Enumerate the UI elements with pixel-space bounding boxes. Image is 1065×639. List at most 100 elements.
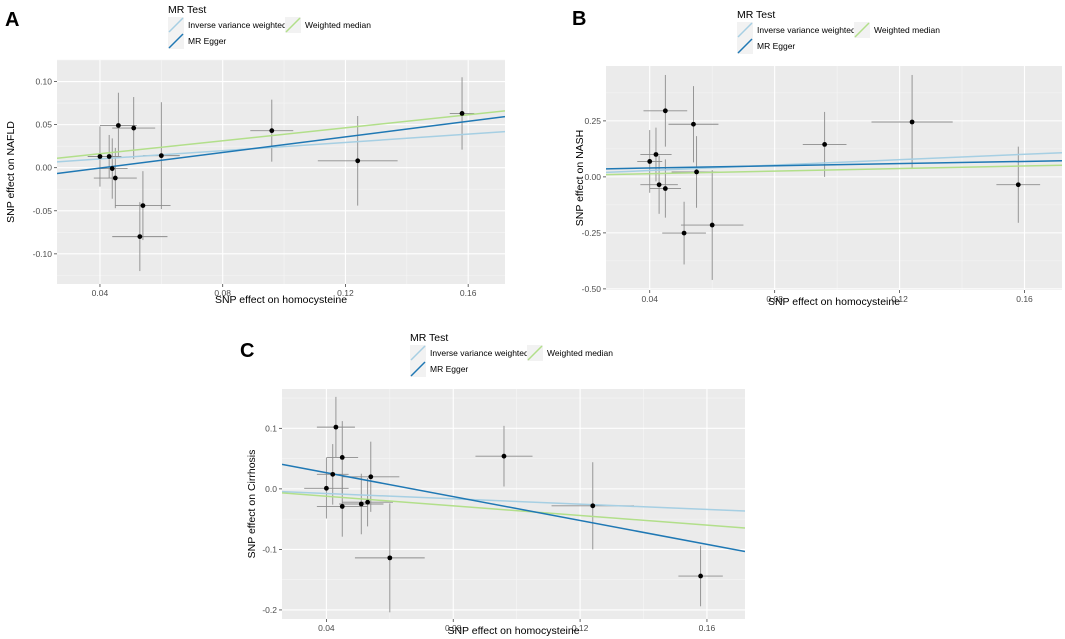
panel-b-y-tick-label: -0.50	[582, 284, 602, 294]
panel-c-point	[330, 471, 336, 477]
panel-a-x-axis-label: SNP effect on homocysteine	[215, 294, 347, 306]
panel-b-point	[653, 152, 659, 157]
panel-b-legend-label-mr-egger: MR Egger	[757, 41, 795, 51]
panel-a-line-inverse-variance-weighted	[57, 130, 505, 163]
panel-c-point	[501, 453, 507, 459]
panel-b-x-tick-label: 0.04	[641, 294, 658, 304]
panel-b-y-tick-label: 0.00	[584, 172, 601, 182]
panel-a-y-tick-label: 0.00	[35, 163, 52, 173]
panel-a-y-axis-label: SNP effect on NAFLD	[5, 121, 17, 223]
panel-c-legend-swatch-mr-egger	[410, 361, 426, 377]
panel-b-point	[691, 121, 696, 127]
panel-c-point	[368, 474, 374, 480]
panel-a-x-tick-label: 0.16	[460, 288, 477, 298]
panel-b-x-axis-label: SNP effect on homocysteine	[768, 296, 900, 308]
panel-b-point	[694, 169, 699, 175]
panel-c-line-inverse-variance-weighted	[282, 490, 745, 512]
panel-a-point	[115, 123, 121, 128]
panel-b-legend-swatch-mr-egger	[737, 38, 753, 54]
panel-c-point	[365, 499, 371, 505]
panel-c-x-tick-label: 0.12	[572, 623, 589, 633]
panel-c-legend-label-mr-egger: MR Egger	[430, 364, 468, 374]
panel-a-point	[158, 153, 164, 159]
panel-c-point	[333, 424, 339, 430]
panel-c-legend-swatch-weighted-median	[527, 345, 543, 361]
panel-b-point	[662, 108, 668, 114]
panel-a-point	[140, 203, 146, 209]
panel-c: 0.04 0.08 0.12 0.16 -0.2 -0.1 0.0 0.1 SNP effect…	[240, 332, 745, 637]
panel-c-point	[339, 504, 345, 509]
panel-c-letter: C	[240, 340, 254, 362]
panel-a-legend-label-mr-egger: MR Egger	[188, 36, 226, 46]
panel-c-x-tick-label: 0.04	[318, 623, 335, 633]
panel-b-legend-label-inverse-variance-weighted: Inverse variance weighted	[757, 25, 856, 35]
panel-b-legend-label-weighted-median: Weighted median	[874, 25, 940, 35]
panel-b-point	[681, 230, 687, 236]
panel-b-plot-background	[606, 66, 1062, 290]
panel-a-point	[355, 158, 361, 164]
panel-a-plot-background	[57, 60, 505, 284]
panel-a-legend-label-weighted-median: Weighted median	[305, 20, 371, 30]
panel-b-x-tick-label: 0.16	[1016, 294, 1033, 304]
panel-a-legend-label-inverse-variance-weighted: Inverse variance weighted	[188, 20, 287, 30]
panel-c-x-tick-label: 0.16	[699, 623, 716, 633]
panel-a-point	[112, 175, 118, 181]
panel-a-legend-swatch-inverse-variance-weighted	[168, 17, 184, 33]
panel-a-point	[459, 111, 465, 116]
panel-a: 0.04 0.08 0.12 0.16 -0.10 -0.05 0.00 0.05 0.10 SN…	[5, 4, 505, 306]
panel-b-letter: B	[572, 8, 586, 30]
panel-a-line-mr-egger	[57, 115, 505, 175]
panel-c-plot-area	[282, 396, 745, 613]
panel-b-legend: MR Test Inverse variance weighted Weighted…	[737, 9, 940, 54]
panel-a-y-tick-label: -0.05	[33, 206, 53, 216]
panel-a-x-tick-label: 0.04	[92, 288, 109, 298]
panel-b-line-weighted-median	[606, 164, 1062, 176]
panel-c-point	[339, 454, 345, 460]
panel-c-point	[358, 501, 364, 507]
panel-b-x-tick-label: 0.08	[766, 294, 783, 304]
panel-b-legend-swatch-inverse-variance-weighted	[737, 22, 753, 38]
panel-a-point	[131, 125, 137, 131]
panel-b-plot-area	[606, 74, 1062, 280]
panel-b-x-tick-label: 0.12	[891, 294, 908, 304]
panel-a-point	[109, 166, 115, 171]
panel-a-legend-swatch-mr-egger	[168, 33, 184, 49]
panel-a-legend-title: MR Test	[168, 4, 206, 16]
panel-a-point	[137, 234, 143, 240]
panel-b-point	[909, 119, 915, 125]
panel-b-point	[647, 159, 653, 164]
panel-a-legend-swatch-weighted-median	[285, 17, 301, 33]
panel-b-point	[662, 186, 668, 191]
panel-c-legend: MR Test Inverse variance weighted Weighted…	[410, 332, 613, 377]
panel-c-point	[698, 573, 704, 579]
panel-a-point	[106, 154, 112, 159]
panel-a-line-weighted-median	[57, 110, 505, 160]
panel-c-legend-swatch-inverse-variance-weighted	[410, 345, 426, 361]
panel-a-y-tick-label: -0.10	[33, 249, 53, 259]
panel-a-point	[269, 128, 275, 134]
panel-b-y-tick-label: 0.25	[584, 116, 601, 126]
panel-c-x-axis-label: SNP effect on homocysteine	[447, 625, 579, 637]
panel-b-y-axis-label: SNP effect on NASH	[574, 130, 586, 227]
panel-c-line-weighted-median	[282, 492, 745, 529]
panel-a-y-tick-label: 0.05	[35, 120, 52, 130]
panel-c-point	[323, 485, 329, 491]
panel-c-point	[387, 555, 393, 561]
panel-a-legend: MR Test Inverse variance weighted Weighted…	[168, 4, 371, 49]
panel-a-plot-area	[57, 77, 505, 272]
panel-b-line-inverse-variance-weighted	[606, 151, 1062, 174]
panel-c-y-axis-label: SNP effect on Cirrhosis	[246, 450, 258, 559]
panel-c-x-tick-label: 0.08	[445, 623, 462, 633]
panel-a-point	[97, 154, 103, 159]
panel-c-y-tick-label: 0.1	[265, 423, 277, 433]
panel-b-point	[822, 142, 828, 147]
panel-c-legend-title: MR Test	[410, 332, 448, 344]
panel-a-letter: A	[5, 9, 19, 31]
panel-b-line-mr-egger	[606, 160, 1062, 170]
panel-c-line-mr-egger	[282, 463, 745, 553]
panel-b-point	[1015, 182, 1021, 188]
panel-b-legend-title: MR Test	[737, 9, 775, 21]
panel-b-legend-swatch-weighted-median	[854, 22, 870, 38]
panel-c-y-tick-label: 0.0	[265, 484, 277, 494]
panel-b: 0.04 0.08 0.12 0.16 -0.50 -0.25 0.00 0.25 SNP ef…	[572, 8, 1062, 308]
